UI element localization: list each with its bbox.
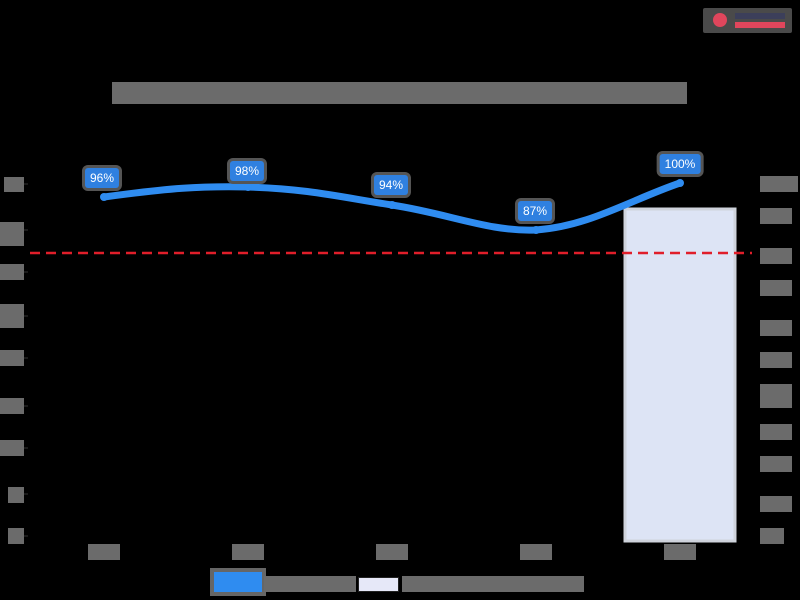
right-tick-label bbox=[760, 424, 792, 440]
left-tick-label bbox=[8, 528, 24, 544]
right-tick-label bbox=[760, 248, 792, 264]
right-tick-label bbox=[760, 176, 798, 192]
right-tick-label bbox=[760, 320, 792, 336]
legend-line-swatch bbox=[214, 572, 262, 592]
legend-bar-swatch bbox=[358, 577, 399, 592]
left-tick-label bbox=[8, 487, 24, 503]
category-label: [redacted] bbox=[88, 544, 120, 560]
right-tick-label bbox=[760, 384, 792, 408]
data-label: 87% bbox=[517, 201, 553, 221]
left-tick-label bbox=[0, 440, 24, 456]
logo-text-top bbox=[735, 13, 785, 19]
category-label: [redacted] bbox=[232, 544, 264, 560]
data-label: 100% bbox=[659, 154, 701, 174]
legend-line-label: [redacted] bbox=[264, 576, 356, 592]
chart-title: [redacted] bbox=[112, 82, 687, 104]
right-tick-label bbox=[760, 456, 792, 472]
left-tick-label bbox=[0, 222, 24, 246]
left-tick-label bbox=[4, 177, 24, 192]
category-label: [redacted] bbox=[520, 544, 552, 560]
category-label: [redacted] bbox=[376, 544, 408, 560]
legend-bar-label: [redacted] bbox=[402, 576, 584, 592]
right-tick-label bbox=[760, 496, 792, 512]
bar-5 bbox=[623, 207, 737, 543]
data-label: 94% bbox=[373, 175, 409, 195]
left-tick-label bbox=[0, 398, 24, 414]
logo bbox=[703, 8, 792, 33]
left-tick-label bbox=[0, 264, 24, 280]
right-tick-label bbox=[760, 208, 792, 224]
right-tick-label bbox=[760, 280, 792, 296]
data-label: 98% bbox=[229, 161, 265, 181]
data-label: 96% bbox=[84, 168, 120, 188]
logo-icon bbox=[713, 13, 727, 27]
right-tick-label bbox=[760, 528, 784, 544]
category-label: [redacted] bbox=[664, 544, 696, 560]
right-tick-label bbox=[760, 352, 792, 368]
left-tick-label bbox=[0, 350, 24, 366]
left-tick-label bbox=[0, 304, 24, 328]
logo-text-bottom bbox=[735, 22, 785, 28]
